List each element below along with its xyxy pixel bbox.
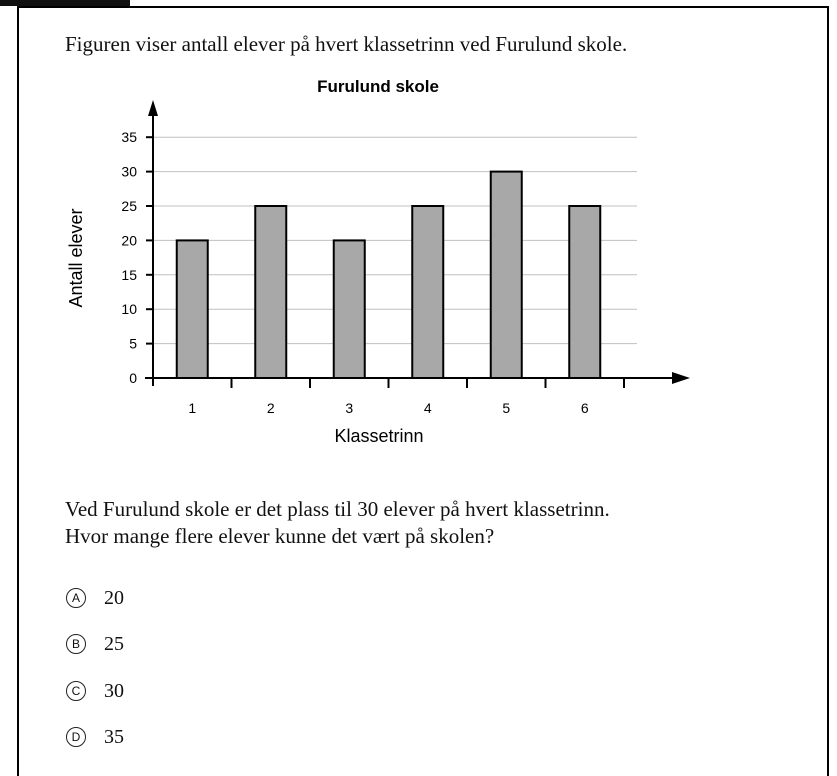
y-tick-label: 30 [121,164,137,180]
bar-4 [411,205,445,379]
chart-title: Furulund skole [317,77,439,96]
question-text-line-1: Ved Furulund skole er det plass til 30 e… [65,497,610,521]
y-tick-label: 15 [121,267,137,283]
bar-6 [568,205,602,379]
bars [175,170,602,379]
x-tick-labels: 1 2 3 4 5 6 [188,400,589,416]
question-intro: Figuren viser antall elever på hvert kla… [65,32,628,56]
option-a-letter: A [66,588,86,608]
gridlines [153,136,637,345]
x-tick-label: 2 [267,400,275,416]
option-d[interactable]: D 35 [66,724,124,750]
option-c-value: 30 [104,679,124,702]
option-a-value: 20 [104,586,124,609]
question-frame [17,6,829,776]
y-tick-label: 25 [121,198,137,214]
x-tick-label: 3 [345,400,353,416]
header-mark [0,0,130,6]
x-tick-label: 6 [581,400,589,416]
bar-3 [332,239,366,379]
option-d-value: 35 [104,725,124,748]
bar-5 [489,170,523,379]
bar-1 [175,239,209,379]
question-text-line-2: Hvor mange flere elever kunne det vært p… [65,524,495,548]
y-tick-label: 0 [129,370,137,386]
option-b-letter: B [66,634,86,654]
option-b-value: 25 [104,632,124,655]
y-tick-label: 5 [129,336,137,352]
x-axis-label: Klassetrinn [334,426,423,446]
x-tick-label: 4 [424,400,432,416]
y-axis-arrow [148,100,158,116]
y-tick-label: 10 [121,301,137,317]
bar-2 [254,205,288,379]
option-c-letter: C [66,681,86,701]
option-c[interactable]: C 30 [66,678,124,704]
x-tick-label: 5 [502,400,510,416]
y-tick-label: 35 [121,129,137,145]
axes [145,100,690,388]
option-d-letter: D [66,727,86,747]
option-a[interactable]: A 20 [66,585,124,611]
y-tick-labels: 0 5 10 15 20 25 30 35 [121,129,137,386]
option-b[interactable]: B 25 [66,631,124,657]
x-axis-arrow [672,372,690,384]
y-tick-label: 20 [121,232,137,248]
x-tick-label: 1 [188,400,196,416]
y-axis-label: Antall elever [66,208,86,307]
bar-chart: 0 5 10 15 20 25 30 35 1 2 3 4 5 6 Furulund skole Kla… [66,77,690,446]
